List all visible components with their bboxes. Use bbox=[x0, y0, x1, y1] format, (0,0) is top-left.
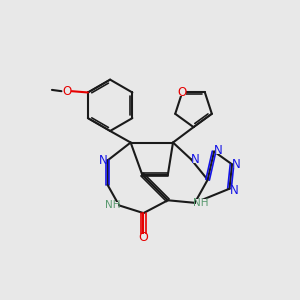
Text: N: N bbox=[191, 153, 200, 166]
FancyBboxPatch shape bbox=[215, 147, 222, 154]
FancyBboxPatch shape bbox=[100, 157, 106, 164]
Text: O: O bbox=[139, 231, 148, 244]
FancyBboxPatch shape bbox=[196, 199, 206, 206]
Text: O: O bbox=[62, 85, 71, 98]
FancyBboxPatch shape bbox=[108, 202, 118, 209]
Text: NH: NH bbox=[194, 198, 209, 208]
Text: N: N bbox=[214, 144, 223, 157]
FancyBboxPatch shape bbox=[233, 161, 240, 168]
FancyBboxPatch shape bbox=[231, 186, 237, 194]
FancyBboxPatch shape bbox=[140, 234, 147, 241]
FancyBboxPatch shape bbox=[192, 156, 199, 163]
Text: N: N bbox=[99, 154, 107, 167]
FancyBboxPatch shape bbox=[178, 89, 186, 96]
Text: N: N bbox=[230, 184, 239, 196]
FancyBboxPatch shape bbox=[63, 88, 70, 94]
Text: N: N bbox=[232, 158, 241, 171]
Text: O: O bbox=[177, 86, 186, 99]
Text: NH: NH bbox=[105, 200, 121, 210]
